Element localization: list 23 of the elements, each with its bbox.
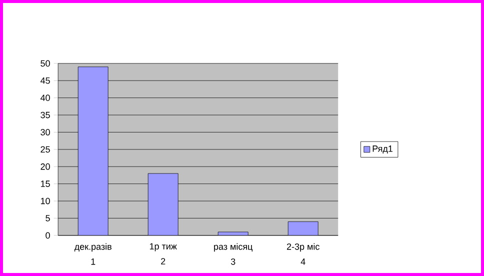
bar [148, 173, 178, 236]
y-tick-label: 20 [40, 163, 50, 170]
x-tick-label: 1р тиж [150, 243, 177, 252]
text: 1 [91, 258, 96, 265]
bar [78, 66, 108, 236]
y-tick-label: 45 [40, 77, 50, 84]
y-tick-label: 50 [40, 60, 50, 67]
y-tick-label: 30 [40, 129, 50, 136]
y-tick-label: 25 [40, 146, 50, 153]
y-tick-label: 0 [46, 232, 50, 239]
y-tick-label: 10 [40, 198, 50, 204]
x-tick-label: дек.разів [74, 243, 112, 252]
x-tick-label: раз місяц [214, 243, 253, 252]
text: 3 [230, 258, 236, 265]
x-tick-label: 2-3р міс [286, 243, 320, 252]
y-tick-label: 5 [46, 215, 50, 222]
y-tick-label: 15 [40, 180, 50, 187]
legend-label: Ряд1 [372, 146, 392, 154]
y-tick-label: 35 [40, 112, 50, 118]
bar [288, 221, 318, 236]
y-tick-label: 40 [40, 94, 50, 102]
text: 4 [300, 258, 306, 265]
text: 2 [161, 258, 166, 264]
